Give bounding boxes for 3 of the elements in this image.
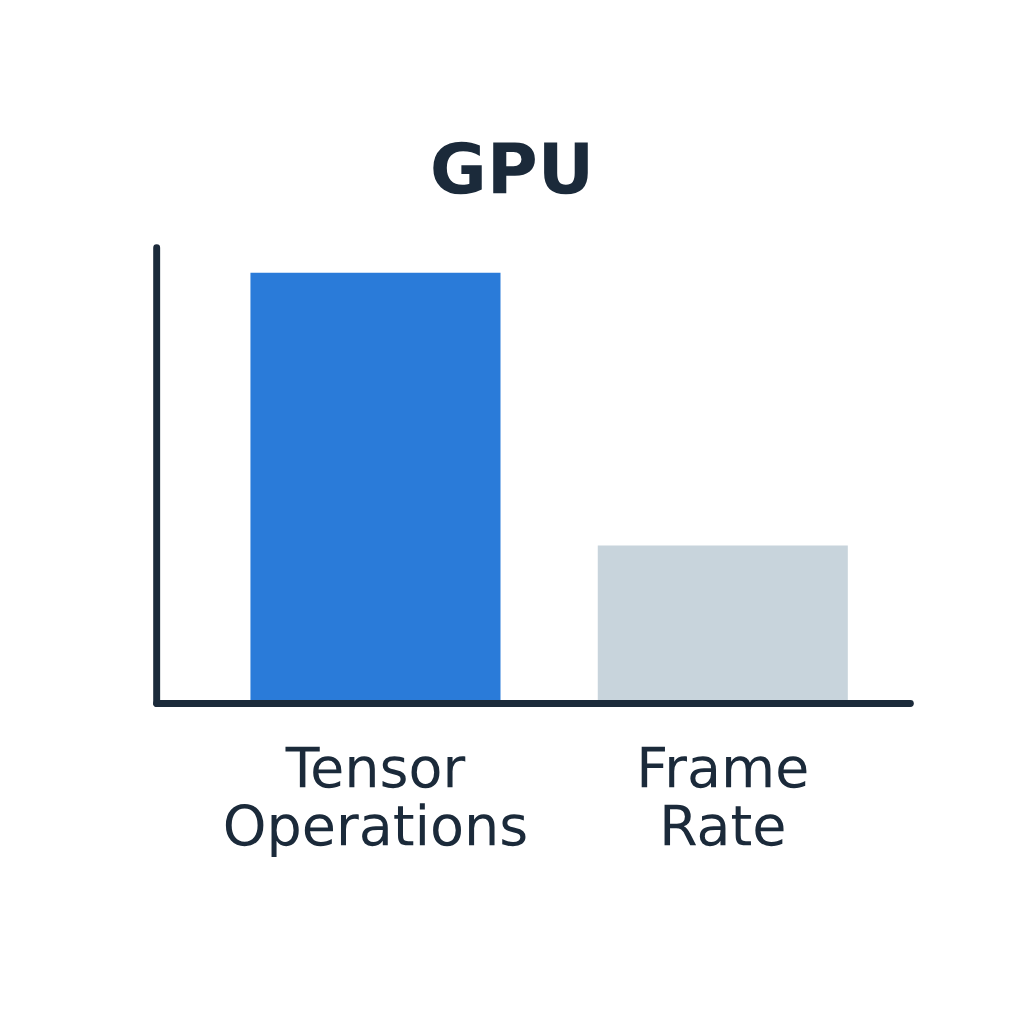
x-tick-label: Frame Rate	[641, 746, 807, 847]
chart-title: GPU	[433, 141, 588, 195]
x-tick-label: Tensor Operations	[225, 746, 526, 857]
